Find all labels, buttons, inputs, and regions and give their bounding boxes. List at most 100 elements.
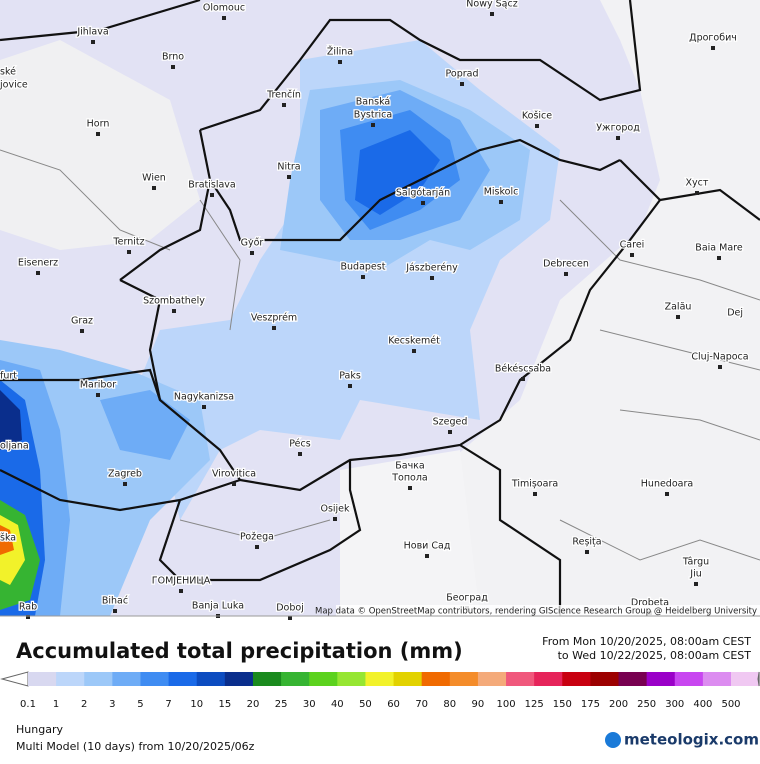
legend-label: 125 <box>525 699 544 710</box>
legend-swatch <box>534 672 563 686</box>
city-label: Budapest <box>341 262 386 273</box>
legend-label: 100 <box>496 699 515 710</box>
city-label: Хуст <box>686 178 709 189</box>
legend-label: 70 <box>415 699 428 710</box>
city-label: ské <box>0 67 16 78</box>
city-label: Poprad <box>446 69 479 80</box>
city-label: Топола <box>391 473 428 484</box>
legend-swatch <box>168 672 198 686</box>
city-labels: Olomouc Nowy Sącz Jihlava Brno Žilina Poprad Д… <box>0 0 750 620</box>
city-label: Dej <box>727 308 743 319</box>
city-label: Rab <box>19 602 37 613</box>
city-label: Pécs <box>289 439 310 450</box>
legend-swatch <box>618 672 648 686</box>
city-dot <box>127 250 131 254</box>
legend-swatch <box>337 672 366 686</box>
city-dot <box>26 615 30 619</box>
legend: 0.1 1 2 3 5 7 10 15 20 25 30 40 50 60 70 80 90 100 125 150 1… <box>0 671 760 710</box>
city-dot <box>80 329 84 333</box>
city-label: Graz <box>71 316 93 327</box>
legend-label: 500 <box>721 699 740 710</box>
legend-label: 150 <box>553 699 572 710</box>
city-dot <box>298 452 302 456</box>
city-dot <box>585 550 589 554</box>
city-dot <box>361 275 365 279</box>
legend-label: 20 <box>247 699 260 710</box>
city-label: Salgótarján <box>396 188 450 199</box>
city-label: Doboj <box>276 603 304 614</box>
city-label: Veszprém <box>251 313 297 324</box>
city-dot <box>36 271 40 275</box>
city-dot <box>202 405 206 409</box>
city-label: Zalău <box>665 302 692 313</box>
city-label: Brno <box>162 52 184 63</box>
legend-label: 80 <box>443 699 456 710</box>
legend-swatch <box>309 672 338 686</box>
city-dot <box>96 132 100 136</box>
city-dot <box>113 609 117 613</box>
city-dot <box>676 315 680 319</box>
city-label: ška <box>0 533 16 544</box>
legend-label: 2 <box>81 699 87 710</box>
legend-swatch <box>421 672 451 686</box>
city-dot <box>255 545 259 549</box>
legend-label: 5 <box>137 699 143 710</box>
legend-label: 25 <box>275 699 288 710</box>
city-label: Carei <box>620 240 645 251</box>
legend-swatch <box>702 672 732 686</box>
city-dot <box>408 486 412 490</box>
legend-label: 250 <box>637 699 656 710</box>
legend-swatch <box>393 672 423 686</box>
legend-label: 7 <box>165 699 171 710</box>
city-label: Miskolc <box>484 187 519 198</box>
attribution: Map data © OpenStreetMap contributors, r… <box>315 607 757 617</box>
map-base <box>0 0 760 616</box>
legend-swatch <box>56 672 85 686</box>
city-label: Maribor <box>80 380 116 391</box>
city-dot <box>564 272 568 276</box>
legend-label: 50 <box>359 699 372 710</box>
city-label: ГОМЈЕНИЦА <box>152 576 211 587</box>
legend-swatch <box>252 672 282 686</box>
legend-swatch <box>365 672 395 686</box>
city-dot <box>287 175 291 179</box>
city-dot <box>533 492 537 496</box>
city-dot <box>172 309 176 313</box>
city-label: Târgu <box>682 557 709 568</box>
city-dot <box>717 256 721 260</box>
legend-swatch <box>84 672 113 686</box>
city-dot <box>665 492 669 496</box>
city-dot <box>490 12 494 16</box>
city-dot <box>371 123 375 127</box>
city-label: Osijek <box>320 504 350 515</box>
city-dot <box>96 393 100 397</box>
legend-swatch <box>140 672 170 686</box>
city-dot <box>179 589 183 593</box>
city-dot <box>91 40 95 44</box>
city-label: Debrecen <box>543 259 589 270</box>
legend-swatch <box>196 672 226 686</box>
city-dot <box>272 326 276 330</box>
city-label: jovice <box>0 80 28 91</box>
city-label: Nagykanizsa <box>174 392 234 403</box>
period-to: to Wed 10/22/2025, 08:00am CEST <box>558 649 752 662</box>
legend-swatch <box>674 672 704 686</box>
city-label: Győr <box>241 238 264 249</box>
city-label: Eisenerz <box>18 258 58 269</box>
legend-label: 200 <box>609 699 628 710</box>
city-dot <box>694 582 698 586</box>
legend-swatch <box>646 672 676 686</box>
city-dot <box>222 16 226 20</box>
brand-logo <box>605 732 621 748</box>
city-dot <box>152 186 156 190</box>
city-dot <box>535 124 539 128</box>
country-borders <box>0 0 760 616</box>
city-label: oljana <box>0 441 29 452</box>
city-label: Bratislava <box>188 180 235 191</box>
city-dot <box>499 200 503 204</box>
city-dot <box>711 46 715 50</box>
legend-label: 10 <box>190 699 203 710</box>
city-label: Békéscsaba <box>495 364 551 375</box>
city-label: Žilina <box>327 46 353 58</box>
legend-swatch <box>224 672 254 686</box>
